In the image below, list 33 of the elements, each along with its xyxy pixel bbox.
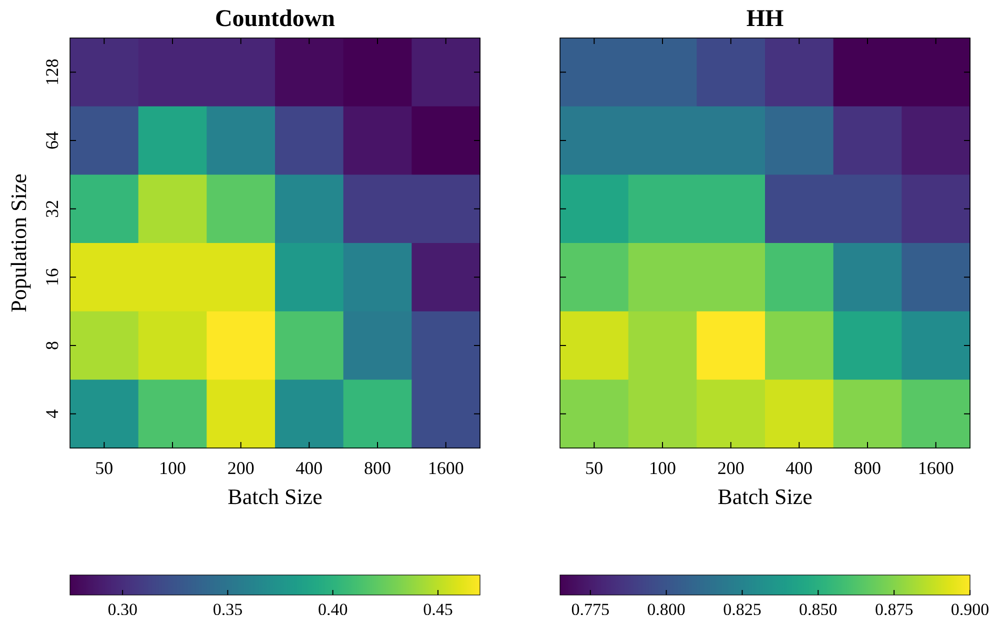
- x-tick-label: 1600: [918, 458, 954, 478]
- color-bar-label: 0.900: [950, 600, 990, 619]
- color-bar-label: 0.825: [723, 600, 762, 619]
- x-tick-label: 50: [585, 458, 604, 478]
- x-tick-label: 1600: [428, 458, 464, 478]
- x-axis-title: Batch Size: [718, 484, 812, 509]
- y-tick-label: 128: [42, 58, 62, 86]
- chart-title: HH: [746, 6, 784, 32]
- color-bar-label: 0.45: [423, 600, 453, 619]
- y-tick-label: 32: [42, 200, 62, 218]
- x-tick-label: 400: [786, 458, 813, 478]
- y-tick-label: 4: [42, 409, 62, 418]
- x-tick-label: 50: [95, 458, 114, 478]
- chart-title: Countdown: [214, 6, 336, 32]
- color-bar-label: 0.30: [108, 600, 138, 619]
- x-tick-label: 200: [227, 458, 254, 478]
- x-tick-label: 200: [717, 458, 744, 478]
- x-tick-label: 400: [296, 458, 323, 478]
- x-axis-title: Batch Size: [228, 484, 322, 509]
- y-tick-label: 8: [42, 341, 62, 350]
- x-tick-label: 100: [159, 458, 186, 478]
- y-tick-label: 64: [42, 132, 62, 150]
- color-bar-label: 0.40: [318, 600, 348, 619]
- color-bar-label: 0.875: [874, 600, 914, 619]
- color-bar-label: 0.35: [212, 600, 243, 619]
- y-axis-title: Population Size: [6, 174, 31, 312]
- color-bar-label: 0.775: [571, 600, 610, 619]
- y-tick-label: 16: [42, 268, 62, 286]
- x-tick-label: 800: [364, 458, 391, 478]
- x-tick-label: 100: [649, 458, 676, 478]
- x-tick-label: 800: [854, 458, 881, 478]
- color-bar-label: 0.800: [647, 600, 686, 619]
- color-bar-label: 0.850: [799, 600, 838, 619]
